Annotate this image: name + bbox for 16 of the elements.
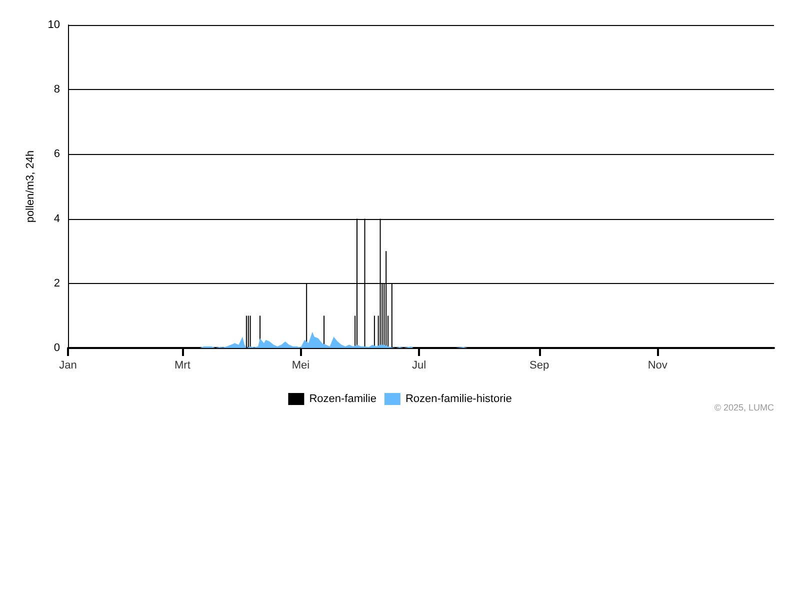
- x-tick-label: Jan: [59, 360, 77, 372]
- y-tick-label: 0: [54, 342, 60, 354]
- x-tick-label: Sep: [530, 360, 550, 372]
- y-axis-title: pollen/m3, 24h: [24, 150, 36, 223]
- y-tick-label: 10: [48, 19, 60, 31]
- x-tick-label: Jul: [412, 360, 426, 372]
- x-tick-label: Mrt: [174, 360, 190, 372]
- y-tick-label: 2: [54, 277, 60, 290]
- text: © 2025, LUMC: [714, 402, 774, 412]
- legend-label: Rozen-familie-historie: [405, 393, 512, 405]
- y-tick-label: 4: [54, 212, 60, 225]
- y-tick-label: 8: [54, 84, 60, 96]
- x-tick-label: Mei: [292, 360, 310, 372]
- y-tick-label: 6: [54, 148, 60, 160]
- legend-label: Rozen-familie: [309, 393, 376, 405]
- x-tick-label: Nov: [648, 360, 668, 372]
